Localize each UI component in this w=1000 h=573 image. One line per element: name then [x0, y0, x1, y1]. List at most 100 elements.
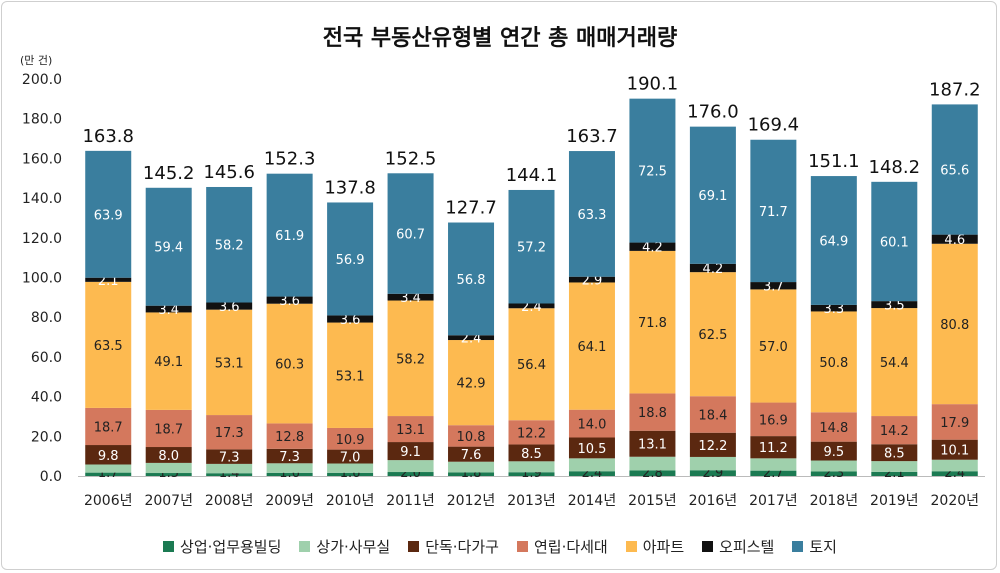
x-tick-label: 2010년 — [326, 493, 375, 509]
bar-segment — [689, 432, 736, 457]
data-label: 14.0 — [577, 418, 606, 433]
bar-segment — [568, 458, 615, 472]
data-label: 64.1 — [577, 340, 606, 355]
bar-segment — [85, 281, 132, 408]
data-label: 72.5 — [638, 165, 667, 180]
data-label: 7.6 — [461, 448, 482, 463]
legend-swatch — [516, 541, 528, 552]
data-label: 2.9 — [582, 274, 603, 289]
legend-label: 연립·다세대 — [533, 538, 608, 556]
data-label: 12.8 — [275, 430, 304, 445]
bar-segment — [206, 463, 253, 474]
bar-segment — [387, 416, 434, 443]
data-label: 58.2 — [396, 352, 425, 367]
data-label: 59.4 — [154, 241, 183, 256]
total-label: 190.1 — [627, 74, 679, 95]
data-label: 61.9 — [275, 229, 304, 244]
data-label: 69.1 — [698, 189, 727, 204]
legend-item: 토지 — [792, 536, 837, 557]
bar-segment — [266, 296, 313, 304]
legend-item: 상가·사무실 — [299, 536, 390, 557]
bar-segment — [931, 104, 978, 235]
bar-segment — [85, 277, 132, 282]
x-tick-label: 2018년 — [810, 493, 859, 509]
x-tick-label: 2011년 — [386, 493, 435, 509]
bar-segment — [568, 276, 615, 283]
data-label: 63.5 — [94, 339, 123, 354]
x-tick-label: 2006년 — [84, 493, 133, 509]
data-label: 4.2 — [703, 262, 724, 277]
bar-segment — [448, 425, 495, 447]
bar-segment — [508, 303, 555, 309]
legend-swatch — [792, 541, 804, 552]
bar-segment — [327, 472, 374, 476]
bar-segment — [387, 173, 434, 294]
bar-segment — [568, 151, 615, 277]
x-tick-label: 2012년 — [447, 493, 496, 509]
legend-swatch — [408, 541, 420, 552]
total-label: 152.3 — [264, 149, 316, 170]
data-label: 2.4 — [521, 300, 542, 315]
bar-segment — [387, 460, 434, 473]
data-label: 71.7 — [759, 205, 788, 220]
bar-segment — [750, 436, 797, 459]
bar-segment — [871, 308, 918, 417]
total-label: 169.4 — [748, 115, 800, 136]
legend-label: 토지 — [809, 538, 837, 556]
bar-segment — [266, 423, 313, 449]
data-label: 57.2 — [517, 241, 546, 256]
total-label: 145.6 — [203, 162, 255, 183]
bar-segment — [448, 335, 495, 341]
data-label: 60.3 — [275, 358, 304, 373]
x-tick-label: 2016년 — [689, 493, 738, 509]
bar-segment — [508, 444, 555, 462]
data-label: 80.8 — [940, 318, 969, 333]
bar-segment — [448, 222, 495, 336]
bar-segment — [85, 407, 132, 446]
data-label: 11.2 — [759, 441, 788, 456]
data-label: 10.5 — [577, 442, 606, 457]
bar-segment — [568, 471, 615, 476]
data-label: 50.8 — [819, 356, 848, 371]
data-label: 71.8 — [638, 316, 667, 331]
legend-label: 아파트 — [642, 538, 685, 556]
data-label: 9.1 — [400, 445, 421, 460]
bar-segment — [266, 448, 313, 464]
bar-segment — [750, 282, 797, 290]
legend-item: 아파트 — [625, 536, 685, 557]
bar-segment — [508, 461, 555, 473]
legend-item: 오피스텔 — [702, 536, 774, 557]
data-label: 9.5 — [823, 445, 844, 460]
bar-segment — [689, 470, 736, 476]
bar-segment — [931, 404, 978, 440]
data-label: 7.3 — [279, 450, 300, 465]
legend-swatch — [299, 541, 311, 552]
bar-segment — [689, 126, 736, 264]
bar-segment — [871, 461, 918, 472]
bar-segment — [85, 150, 132, 278]
data-label: 18.7 — [94, 420, 123, 435]
data-label: 53.1 — [336, 369, 365, 384]
data-label: 49.1 — [154, 355, 183, 370]
bar-segment — [448, 446, 495, 462]
bar-segment — [327, 315, 374, 323]
data-label: 57.0 — [759, 340, 788, 355]
bar-segment — [206, 309, 253, 416]
legend: 상업·업무용빌딩 상가·사무실 단독·다가구 연립·다세대 아파트 오피스텔 토지 — [0, 536, 1000, 557]
data-label: 3.5 — [884, 299, 905, 314]
data-label: 64.9 — [819, 234, 848, 249]
bar-segment — [327, 449, 374, 464]
bar-segment — [629, 393, 676, 431]
data-label: 12.2 — [517, 426, 546, 441]
bar-segment — [750, 402, 797, 437]
data-label: 3.7 — [763, 280, 784, 295]
bar-segment — [689, 456, 736, 471]
y-tick-label: 80.0 — [31, 310, 62, 326]
data-label: 63.9 — [94, 208, 123, 223]
y-tick-label: 40.0 — [31, 390, 62, 406]
bar-segment — [810, 304, 857, 312]
bar-segment — [85, 464, 132, 473]
bar-segment — [931, 234, 978, 244]
